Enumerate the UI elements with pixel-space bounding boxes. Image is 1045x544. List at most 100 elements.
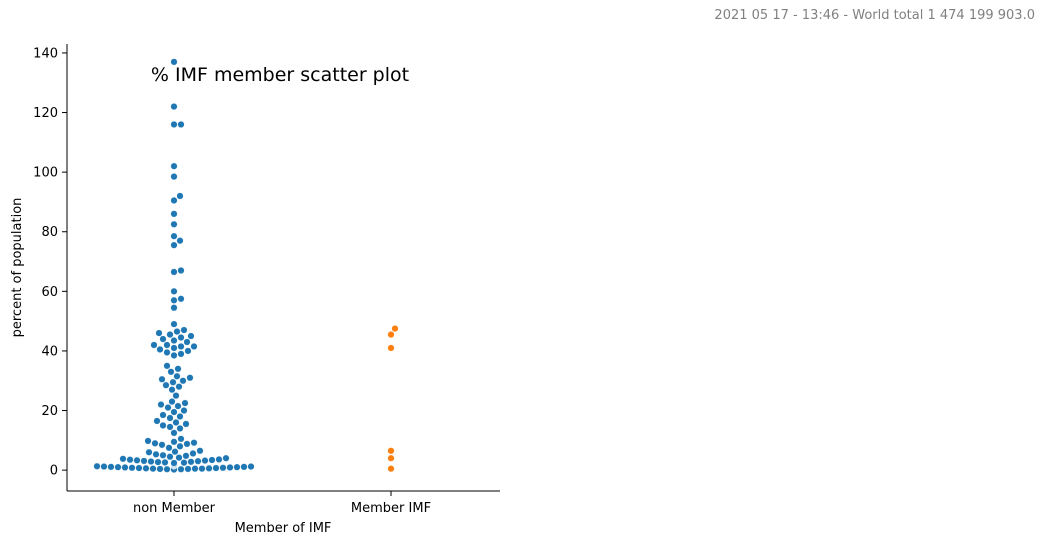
data-point — [170, 337, 178, 345]
x-tick-label: Member IMF — [351, 501, 431, 516]
timestamp-caption: 2021 05 17 - 13:46 - World total 1 474 1… — [714, 8, 1035, 23]
data-point — [184, 465, 192, 473]
data-point — [387, 465, 395, 473]
data-point — [154, 458, 162, 466]
data-point — [184, 347, 192, 355]
data-point — [145, 448, 153, 456]
data-point — [167, 368, 175, 376]
data-point — [152, 450, 160, 458]
data-point — [159, 421, 167, 429]
data-point — [162, 381, 170, 389]
data-point — [168, 386, 176, 394]
data-point — [155, 329, 163, 337]
data-point — [181, 399, 189, 407]
data-point — [170, 438, 178, 446]
data-point — [190, 439, 198, 447]
data-point — [165, 444, 173, 452]
data-point — [187, 458, 195, 466]
data-point — [93, 462, 101, 470]
data-point — [176, 237, 184, 245]
x-axis-ticks: non Member Member IMF — [133, 491, 431, 516]
data-point — [198, 465, 206, 473]
data-point — [126, 456, 134, 464]
data-point — [174, 402, 182, 410]
data-point — [191, 465, 199, 473]
y-tick-label: 140 — [33, 46, 58, 61]
data-point — [201, 457, 209, 465]
data-point — [387, 447, 395, 455]
data-point — [177, 334, 185, 342]
data-point — [170, 287, 178, 295]
data-point — [175, 454, 183, 462]
data-point — [170, 173, 178, 181]
data-point — [186, 374, 194, 382]
y-tick-label: 60 — [41, 285, 58, 300]
data-point — [190, 342, 198, 350]
data-point — [147, 457, 155, 465]
x-tick-label: non Member — [133, 501, 216, 516]
data-point — [166, 414, 174, 422]
data-point — [172, 418, 180, 426]
data-point — [176, 442, 184, 450]
data-point — [159, 411, 167, 419]
data-point — [140, 457, 148, 465]
data-point — [177, 266, 185, 274]
x-axis-label: Member of IMF — [235, 521, 332, 536]
data-point — [182, 420, 190, 428]
data-point — [170, 296, 178, 304]
data-point — [107, 463, 115, 471]
data-point — [183, 440, 191, 448]
data-point — [180, 326, 188, 334]
data-point — [387, 454, 395, 462]
data-point — [180, 407, 188, 415]
data-point — [170, 120, 178, 128]
data-point — [156, 345, 164, 353]
data-point — [387, 331, 395, 339]
data-point — [170, 58, 178, 66]
chart-title: % IMF member scatter plot — [151, 64, 409, 86]
data-point — [168, 398, 176, 406]
data-point — [240, 463, 248, 471]
data-point — [215, 455, 223, 463]
data-point — [170, 429, 178, 437]
data-point — [212, 464, 220, 472]
data-point — [170, 459, 178, 467]
data-point — [161, 458, 169, 466]
data-point — [159, 451, 167, 459]
data-point — [170, 351, 178, 359]
data-point — [100, 463, 108, 471]
data-point — [151, 439, 159, 447]
data-point — [173, 328, 181, 336]
y-tick-label: 80 — [41, 225, 58, 240]
data-point — [163, 341, 171, 349]
data-point — [175, 383, 183, 391]
data-point — [177, 295, 185, 303]
data-point — [156, 465, 164, 473]
y-tick-label: 120 — [33, 106, 58, 121]
data-point — [177, 435, 185, 443]
data-point — [163, 348, 171, 356]
data-point — [170, 344, 178, 352]
data-point — [170, 162, 178, 170]
data-point — [180, 459, 188, 467]
data-point — [170, 210, 178, 218]
data-point — [114, 463, 122, 471]
data-point — [222, 454, 230, 462]
data-point — [158, 441, 166, 449]
axes-spines — [66, 44, 500, 492]
data-point — [163, 465, 171, 473]
data-point — [170, 320, 178, 328]
data-point — [208, 456, 216, 464]
data-point — [153, 417, 161, 425]
data-point — [121, 463, 129, 471]
data-point — [233, 463, 241, 471]
data-point — [182, 452, 190, 460]
data-point — [158, 375, 166, 383]
data-point — [164, 404, 172, 412]
data-points — [93, 58, 399, 474]
y-axis-label: percent of population — [10, 198, 25, 338]
data-point — [196, 447, 204, 455]
data-point — [177, 120, 185, 128]
data-point — [177, 350, 185, 358]
y-axis-ticks: 0 20 40 60 80 100 120 140 — [33, 46, 67, 479]
